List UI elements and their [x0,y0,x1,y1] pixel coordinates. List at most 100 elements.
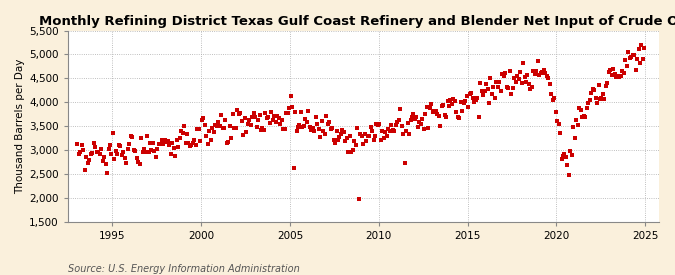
Point [304,125,315,129]
Point [111,148,122,153]
Point [508,86,518,90]
Point [593,83,604,88]
Point [223,140,234,145]
Point [547,98,558,102]
Point [597,92,608,96]
Point [204,128,215,133]
Point [549,96,560,100]
Point [281,111,292,116]
Point [335,131,346,136]
Point [390,123,401,128]
Point [418,126,429,131]
Point [76,143,87,148]
Point [88,141,99,145]
Point [534,73,545,77]
Point [611,75,622,79]
Point [327,126,338,130]
Point [333,138,344,142]
Point [229,125,240,130]
Point [426,102,437,107]
Point [91,150,102,154]
Point [312,122,323,126]
Point [122,147,133,152]
Point [202,142,213,146]
Point [92,149,103,154]
Point [516,81,527,85]
Point [208,130,219,135]
Point [392,120,402,124]
Point [177,131,188,136]
Point [460,99,470,103]
Point [293,125,304,129]
Point [404,132,414,136]
Point [634,61,645,65]
Point [389,129,400,133]
Point [550,110,561,114]
Point [497,71,508,76]
Point [275,122,286,127]
Point [514,70,525,75]
Point [174,136,185,140]
Point [349,139,360,144]
Point [226,136,237,140]
Point [343,150,354,154]
Point [183,141,194,145]
Point [331,129,342,133]
Point [425,106,435,110]
Point [167,141,178,145]
Point [421,104,432,109]
Point [119,156,130,160]
Point [406,114,417,119]
Point [491,79,502,84]
Point [526,85,537,90]
Point [273,116,284,120]
Point [300,117,310,122]
Point [317,119,327,123]
Point [271,120,281,124]
Point [118,150,129,154]
Point [603,70,614,75]
Point [149,149,160,153]
Point [519,75,530,79]
Point [587,87,598,91]
Point [448,97,459,101]
Point [495,88,506,93]
Point [632,57,643,61]
Point [537,70,547,74]
Point [159,138,170,142]
Point [602,81,613,85]
Point [205,138,216,142]
Point [432,112,443,116]
Point [121,161,132,165]
Point [381,133,392,138]
Point [456,99,466,104]
Point [379,135,389,140]
Point [405,118,416,122]
Point [439,113,450,117]
Point [608,67,619,71]
Point [504,69,515,73]
Point [412,124,423,129]
Point [558,154,568,158]
Point [468,100,479,104]
Point [639,46,650,50]
Point [164,143,175,148]
Point [321,114,331,118]
Point [173,145,184,150]
Point [95,152,105,157]
Point [571,118,582,122]
Point [254,113,265,117]
Point [568,125,578,129]
Point [414,120,425,124]
Point [502,85,512,89]
Point [128,148,139,152]
Point [368,138,379,142]
Point [90,145,101,149]
Point [152,147,163,151]
Point [494,80,505,84]
Point [219,126,230,131]
Point [522,73,533,77]
Point [142,134,153,139]
Point [470,98,481,103]
Point [401,129,412,133]
